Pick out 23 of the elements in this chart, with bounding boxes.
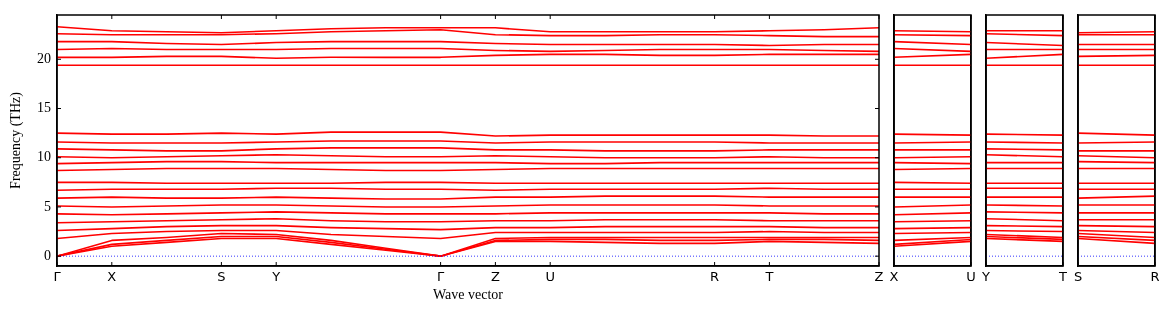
x-tick-label: Y bbox=[271, 269, 281, 285]
x-tick-label: Γ bbox=[436, 269, 445, 285]
x-tick-label: T bbox=[764, 269, 774, 285]
y-tick-label: 5 bbox=[44, 198, 51, 214]
y-axis-title: Frequency (THz) bbox=[8, 91, 25, 189]
x-tick-label: T bbox=[1058, 269, 1068, 285]
x-tick-label: Γ bbox=[53, 269, 62, 285]
x-axis-title: Wave vector bbox=[433, 287, 504, 303]
x-tick-label: S bbox=[1073, 269, 1083, 285]
x-tick-label: R bbox=[710, 269, 720, 285]
x-tick-label: X bbox=[107, 269, 117, 285]
x-tick-label: U bbox=[545, 269, 555, 285]
x-tick-label: U bbox=[966, 269, 976, 285]
x-tick-label: Z bbox=[874, 269, 884, 285]
x-tick-label: R bbox=[1150, 269, 1160, 285]
y-tick-label: 20 bbox=[37, 50, 51, 66]
x-tick-label: Z bbox=[490, 269, 500, 285]
y-tick-label: 10 bbox=[37, 149, 51, 165]
y-tick-label: 15 bbox=[37, 100, 51, 116]
x-tick-label: Y bbox=[981, 269, 991, 285]
x-tick-label: X bbox=[889, 269, 899, 285]
y-tick-label: 0 bbox=[44, 247, 51, 263]
x-tick-label: S bbox=[217, 269, 226, 285]
